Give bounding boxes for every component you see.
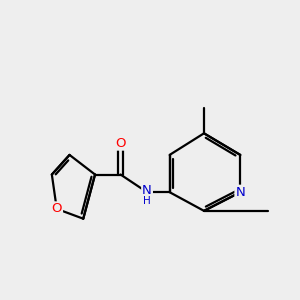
Text: O: O <box>115 136 126 150</box>
Text: N: N <box>142 184 152 196</box>
Text: N: N <box>236 186 245 199</box>
Text: H: H <box>143 196 151 206</box>
Text: O: O <box>52 202 62 215</box>
